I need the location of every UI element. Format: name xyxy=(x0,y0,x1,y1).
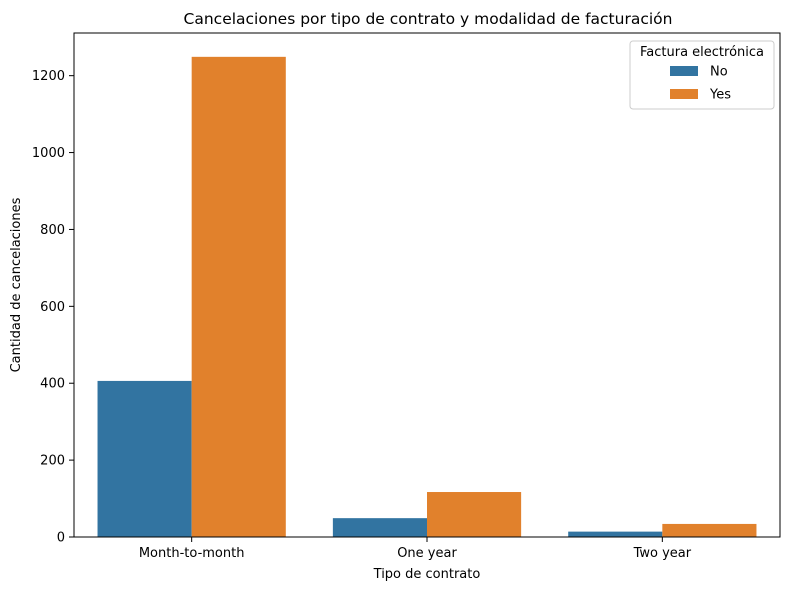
x-axis-label: Tipo de contrato xyxy=(373,567,481,582)
x-tick-label-0: Month-to-month xyxy=(139,546,245,561)
y-tick-label-2: 400 xyxy=(40,377,65,392)
bar-no-2 xyxy=(332,518,427,537)
legend-frame xyxy=(629,40,775,110)
y-axis: 0 200 400 600 800 1000 1200 xyxy=(32,69,74,546)
bar-yes-3 xyxy=(662,523,757,537)
bar-no-3 xyxy=(568,531,663,537)
y-tick-label-4: 800 xyxy=(40,223,65,238)
bars-group xyxy=(97,56,757,538)
legend-swatch-yes xyxy=(670,89,698,99)
legend-title: Factura electrónica xyxy=(640,45,764,60)
y-axis-label: Cantidad de cancelaciones xyxy=(9,197,24,372)
legend-label-no: No xyxy=(710,65,728,80)
bar-yes-1 xyxy=(191,56,286,538)
x-tick-label-1: One year xyxy=(397,546,457,561)
legend-label-yes: Yes xyxy=(709,88,731,103)
x-tick-label-2: Two year xyxy=(633,546,692,561)
y-tick-label-1: 200 xyxy=(40,454,65,469)
legend: Factura electrónica No Yes xyxy=(629,40,775,110)
y-tick-label-0: 0 xyxy=(57,531,65,546)
x-axis: Month-to-month One year Two year xyxy=(139,537,692,561)
plot-frame xyxy=(73,32,781,538)
legend-swatch-no xyxy=(670,66,698,76)
y-tick-label-3: 600 xyxy=(40,300,65,315)
legend-items: No Yes xyxy=(670,65,731,103)
y-tick-label-6: 1200 xyxy=(32,69,65,84)
chart-title: Cancelaciones por tipo de contrato y mod… xyxy=(184,10,673,28)
bar-yes-2 xyxy=(427,492,522,537)
bar-no-1 xyxy=(97,380,192,537)
y-tick-label-5: 1000 xyxy=(32,146,65,161)
